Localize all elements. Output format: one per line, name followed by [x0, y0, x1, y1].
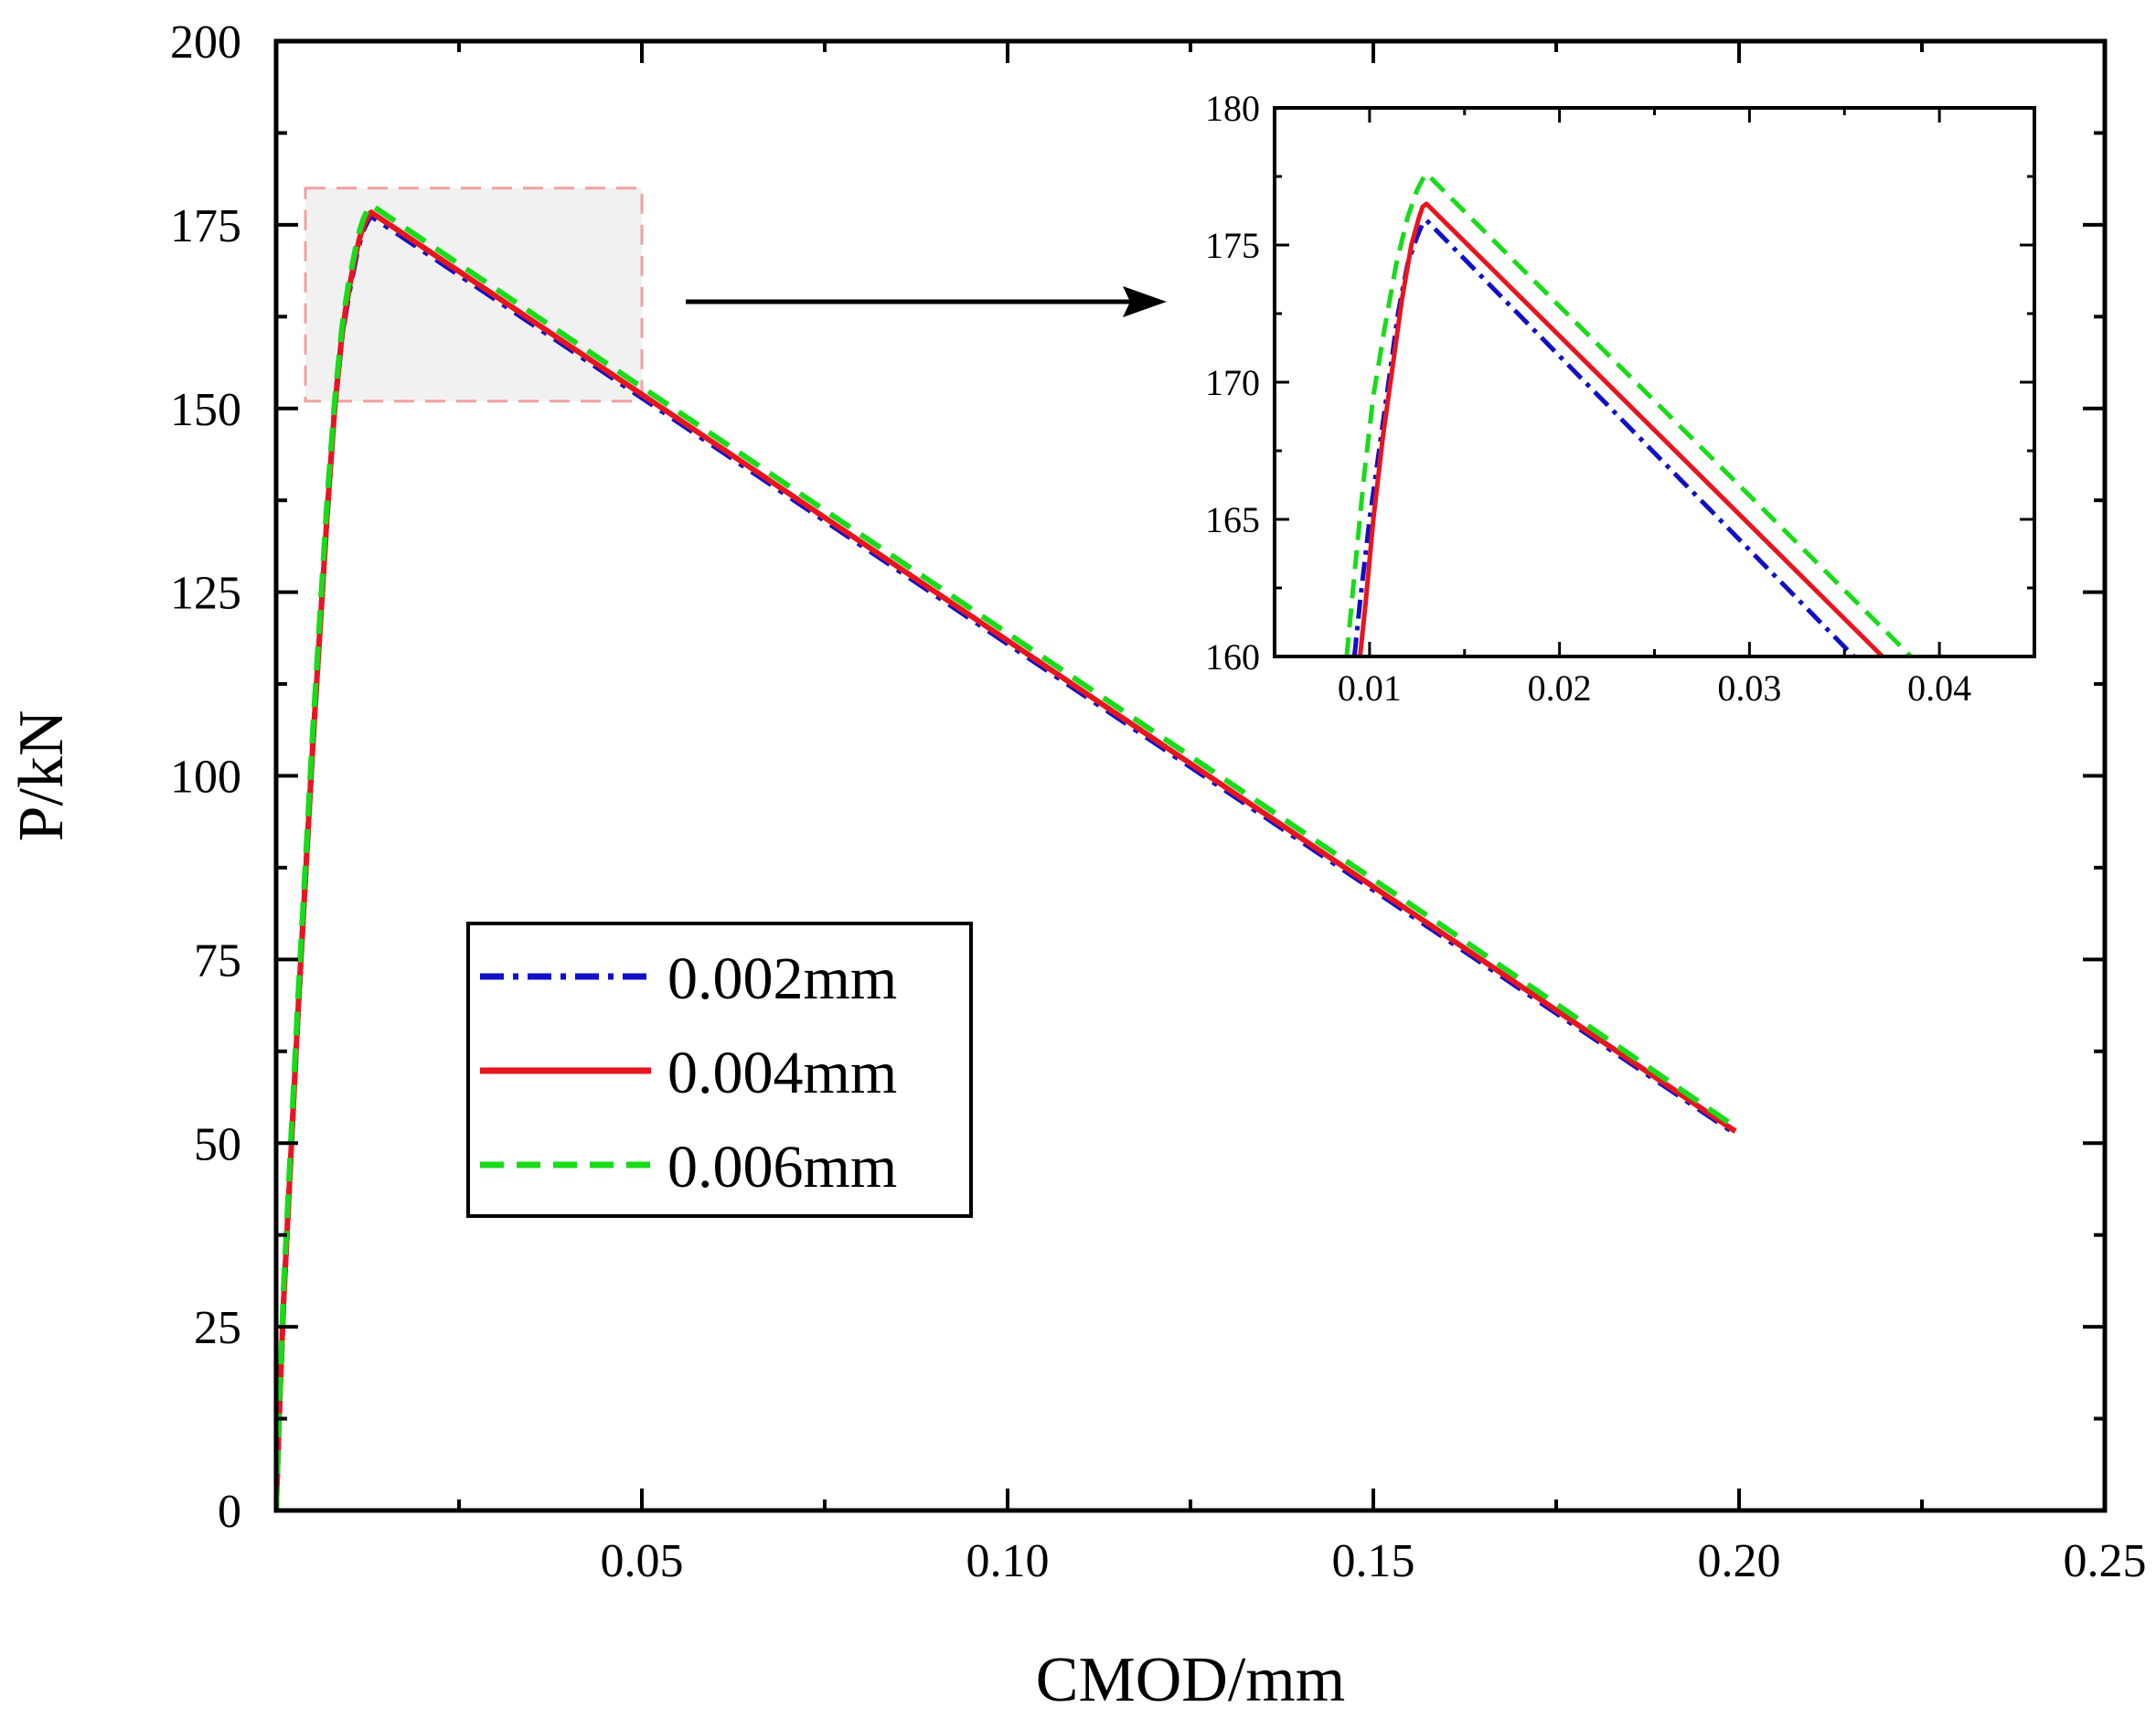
y-tick-label: 160: [1205, 636, 1260, 678]
inset-plot-series-group: [1344, 171, 1913, 656]
inset-plot: 160 165 170 175 180 0.01 0.02 0.03 0.04: [686, 88, 2036, 709]
legend: 0.002mm 0.004mm 0.006mm: [466, 922, 973, 1218]
x-tick-label: 0.02: [1528, 667, 1592, 709]
y-tick-label: 165: [1205, 499, 1260, 540]
series-line-0.006mm: [1344, 171, 1913, 656]
legend-label: 0.004mm: [667, 1040, 897, 1106]
y-tick-label: 170: [1205, 362, 1260, 403]
x-tick-label: 0.15: [1332, 1535, 1415, 1587]
x-tick-label: 0.05: [601, 1535, 684, 1587]
y-tick-label: 150: [170, 384, 241, 436]
x-tick-label: 0.01: [1338, 667, 1402, 709]
x-axis-title: CMOD/mm: [1036, 1645, 1345, 1715]
main-plot: 0 25 50 75 100 125 150 175 200 0.05 0.10 0.15 0.20 0.…: [6, 16, 2147, 1715]
series-line-0.004mm: [276, 209, 1737, 1510]
x-tick-label: 0.25: [2064, 1535, 2147, 1587]
y-tick-label: 175: [1205, 225, 1260, 266]
series-line-0.002mm: [276, 213, 1737, 1510]
x-tick-label: 0.10: [966, 1535, 1050, 1587]
y-tick-label: 200: [170, 16, 241, 69]
y-tick-label: 0: [218, 1486, 241, 1538]
series-line-0.002mm: [1351, 218, 1856, 656]
y-tick-label: 125: [170, 568, 241, 620]
y-tick-label: 175: [170, 200, 241, 252]
x-tick-label: 0.03: [1717, 667, 1781, 709]
y-tick-label: 100: [170, 752, 241, 804]
x-tick-label: 0.04: [1907, 667, 1971, 709]
y-tick-label: 50: [194, 1118, 241, 1170]
y-tick-label: 180: [1205, 88, 1260, 129]
zoom-arrow-head: [1123, 286, 1167, 317]
series-line-0.004mm: [1358, 201, 1884, 656]
main-plot-series-group: [276, 202, 1737, 1510]
legend-label: 0.006mm: [667, 1134, 897, 1201]
y-axis-title: P/kN: [6, 710, 77, 842]
y-tick-label: 25: [194, 1302, 241, 1354]
y-tick-label: 75: [194, 934, 241, 987]
series-line-0.006mm: [276, 202, 1737, 1510]
x-tick-label: 0.20: [1698, 1535, 1781, 1587]
legend-label: 0.002mm: [667, 945, 897, 1012]
zoom-highlight-region: [304, 187, 644, 403]
